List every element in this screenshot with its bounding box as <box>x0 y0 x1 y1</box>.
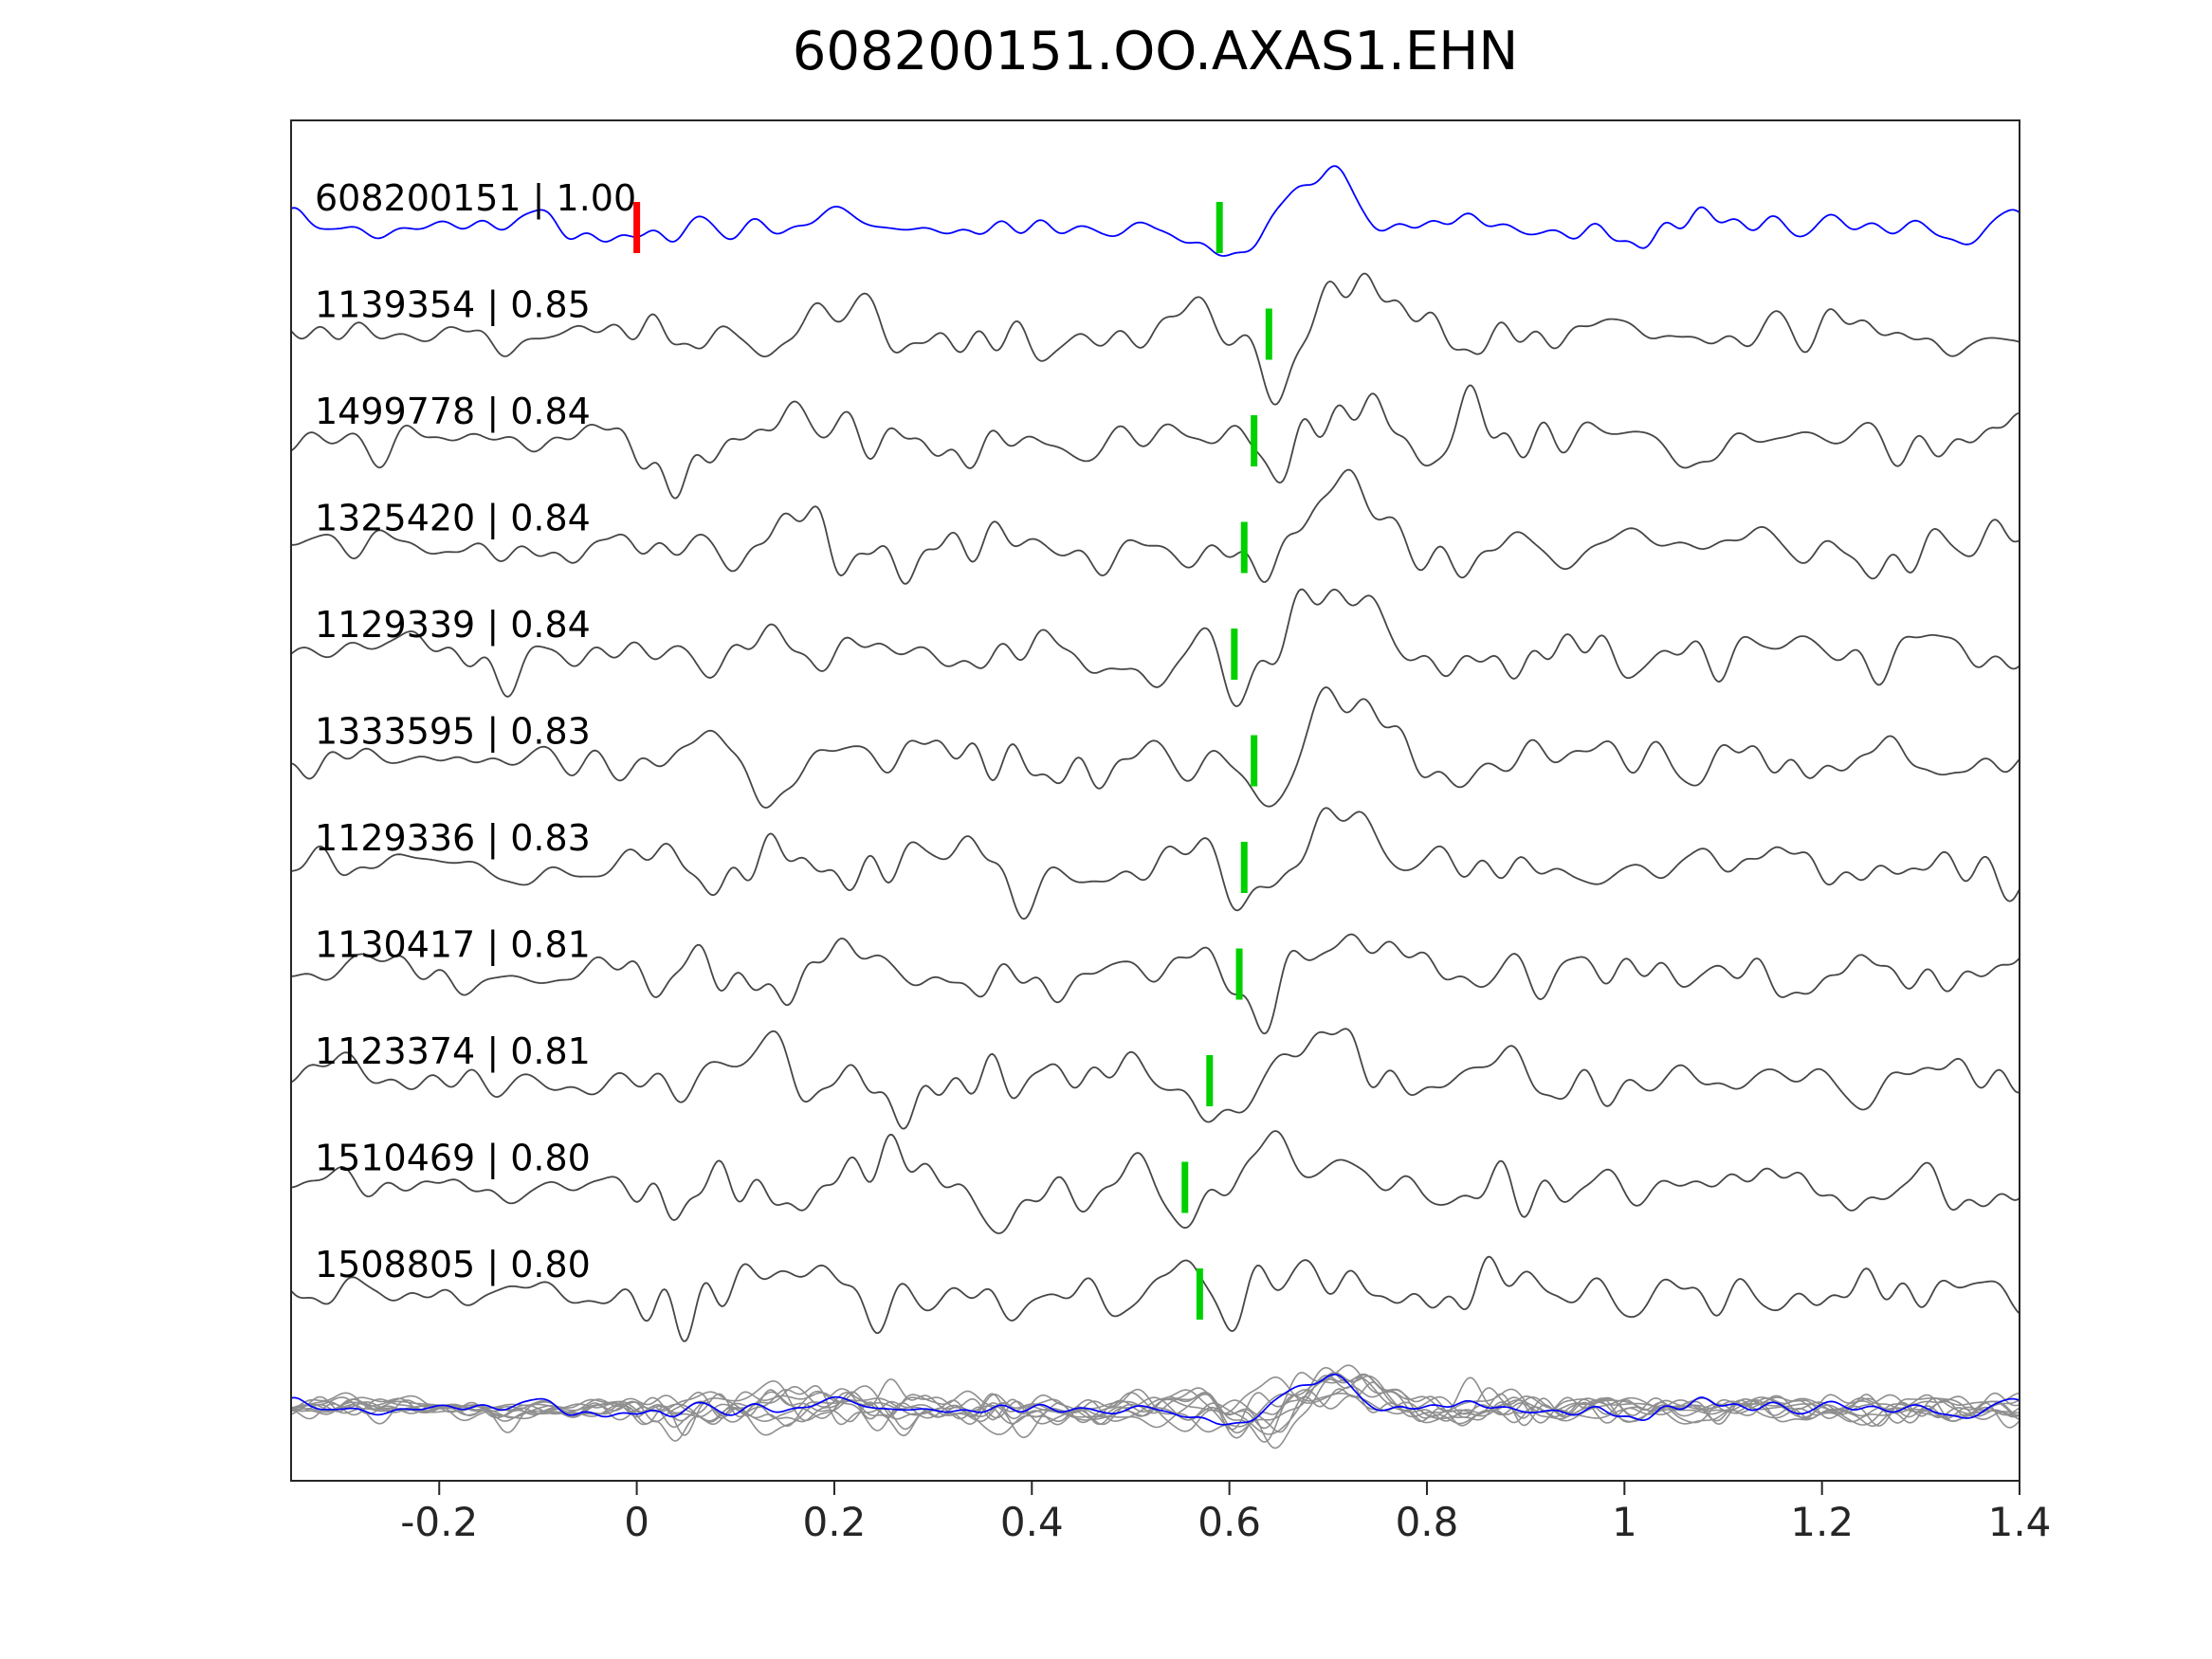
trace-label: 1123374 | 0.81 <box>315 1030 591 1073</box>
x-tick-label: -0.2 <box>400 1499 478 1545</box>
x-tick-label: 1 <box>1612 1499 1637 1545</box>
x-tick-label: 0.2 <box>803 1499 867 1545</box>
trace-label: 1130417 | 0.81 <box>315 924 591 967</box>
trace-label: 1510469 | 0.80 <box>315 1138 591 1180</box>
trace-path <box>291 1255 2020 1342</box>
trace-label: 1325420 | 0.84 <box>315 498 591 540</box>
trace-path <box>291 1028 2020 1130</box>
trace-path <box>291 384 2020 500</box>
x-tick-label: 0 <box>624 1499 649 1545</box>
trace-path <box>291 468 2020 585</box>
waveform-group <box>291 165 2020 1449</box>
trace-label: 1508805 | 0.80 <box>315 1244 591 1286</box>
overlay-template-path <box>291 1373 2020 1426</box>
x-tick-label: 1.4 <box>1988 1499 2052 1545</box>
trace-label: 1333595 | 0.83 <box>315 711 591 754</box>
overlay-trace-path <box>291 1376 2020 1435</box>
trace-label: 1139354 | 0.85 <box>315 284 591 327</box>
trace-label: 1499778 | 0.84 <box>315 391 591 433</box>
trace-path <box>291 588 2020 707</box>
trace-path <box>291 686 2020 809</box>
trace-path <box>291 1130 2020 1234</box>
trace-path <box>291 165 2020 257</box>
trace-label: 1129336 | 0.83 <box>315 817 591 860</box>
x-tick-label: 0.8 <box>1396 1499 1459 1545</box>
x-tick-label: 0.4 <box>1000 1499 1064 1545</box>
trace-path <box>291 272 2020 406</box>
axis-box <box>290 119 2020 1482</box>
trace-label: 1129339 | 0.84 <box>315 604 591 647</box>
trace-path <box>291 807 2020 921</box>
trace-label: 608200151 | 1.00 <box>315 177 636 220</box>
x-tick-label: 0.6 <box>1197 1499 1261 1545</box>
trace-path <box>291 933 2020 1035</box>
x-tick-label: 1.2 <box>1790 1499 1854 1545</box>
figure-title: 608200151.OO.AXAS1.EHN <box>792 21 1519 82</box>
